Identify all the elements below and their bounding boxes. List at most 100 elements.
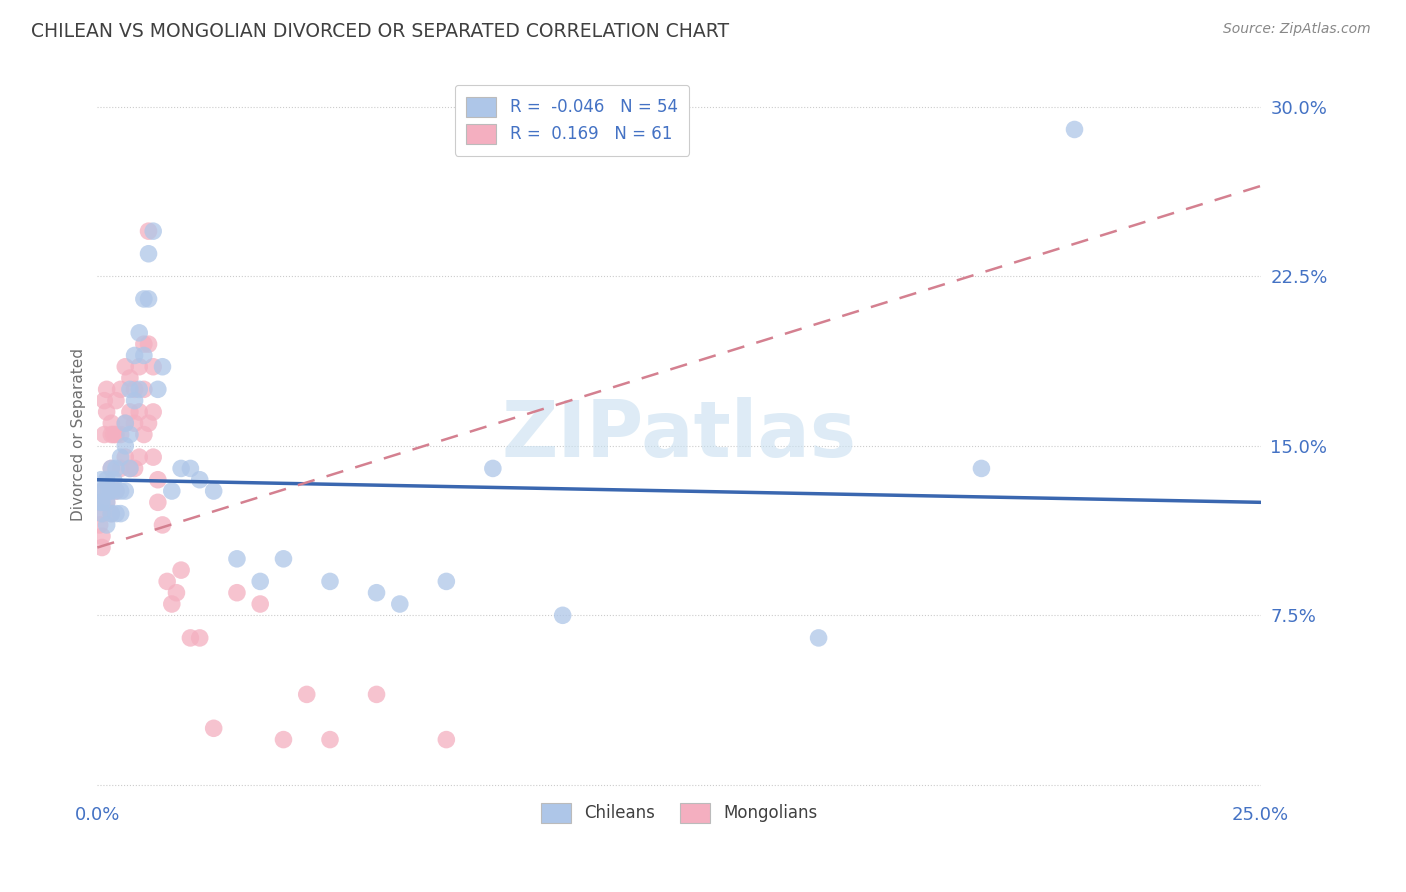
Point [138,416,160,430]
Point [104,461,127,475]
Point [124,416,146,430]
Point [138,224,160,238]
Point [96,517,118,532]
Point [142,405,165,419]
Point [114,359,136,374]
Point [128,359,150,374]
Point [807,631,830,645]
Point [110,461,132,475]
Point [152,359,174,374]
Point [273,732,295,747]
Point [96,405,118,419]
Point [226,585,249,599]
Point [91,483,114,498]
Point [170,461,193,475]
Point [319,732,342,747]
Point [103,473,125,487]
Point [114,416,136,430]
Point [91,507,114,521]
Point [366,687,388,701]
Point [128,326,150,340]
Point [142,359,165,374]
Point [93,483,115,498]
Point [482,461,505,475]
Point [100,483,122,498]
Point [226,551,249,566]
Point [179,461,201,475]
Point [114,439,136,453]
Text: ZIPatlas: ZIPatlas [502,397,856,473]
Point [128,450,150,464]
Point [146,495,169,509]
Point [100,427,122,442]
Legend: Chileans, Mongolians: Chileans, Mongolians [529,791,830,835]
Point [114,416,136,430]
Point [128,405,150,419]
Point [90,495,112,509]
Point [146,473,169,487]
Point [104,483,127,498]
Point [434,574,457,589]
Point [98,483,121,498]
Point [202,483,225,498]
Point [434,732,457,747]
Point [91,529,114,543]
Point [142,224,165,238]
Point [110,450,132,464]
Point [103,427,125,442]
Point [104,427,127,442]
Point [96,473,118,487]
Point [388,597,411,611]
Point [104,393,127,408]
Point [188,473,211,487]
Point [100,416,122,430]
Point [188,631,211,645]
Point [156,574,179,589]
Point [118,405,141,419]
Point [138,337,160,351]
Point [96,495,118,509]
Point [104,507,127,521]
Point [98,483,121,498]
Point [160,483,183,498]
Point [179,631,201,645]
Point [100,461,122,475]
Point [110,382,132,396]
Point [124,393,146,408]
Point [114,450,136,464]
Point [96,382,118,396]
Point [118,461,141,475]
Point [132,337,155,351]
Point [138,292,160,306]
Point [114,483,136,498]
Point [100,507,122,521]
Point [100,507,122,521]
Point [91,495,114,509]
Point [93,393,115,408]
Point [132,427,155,442]
Point [295,687,318,701]
Point [249,597,271,611]
Point [118,371,141,385]
Point [249,574,271,589]
Text: Source: ZipAtlas.com: Source: ZipAtlas.com [1223,22,1371,37]
Point [110,483,132,498]
Point [128,382,150,396]
Point [100,461,122,475]
Point [132,382,155,396]
Point [132,348,155,362]
Point [142,450,165,464]
Point [91,507,114,521]
Point [110,507,132,521]
Point [1063,122,1085,136]
Point [110,427,132,442]
Point [132,292,155,306]
Text: CHILEAN VS MONGOLIAN DIVORCED OR SEPARATED CORRELATION CHART: CHILEAN VS MONGOLIAN DIVORCED OR SEPARAT… [31,22,730,41]
Point [89,517,111,532]
Y-axis label: Divorced or Separated: Divorced or Separated [72,348,86,521]
Point [970,461,993,475]
Point [96,495,118,509]
Point [366,585,388,599]
Point [152,517,174,532]
Point [124,382,146,396]
